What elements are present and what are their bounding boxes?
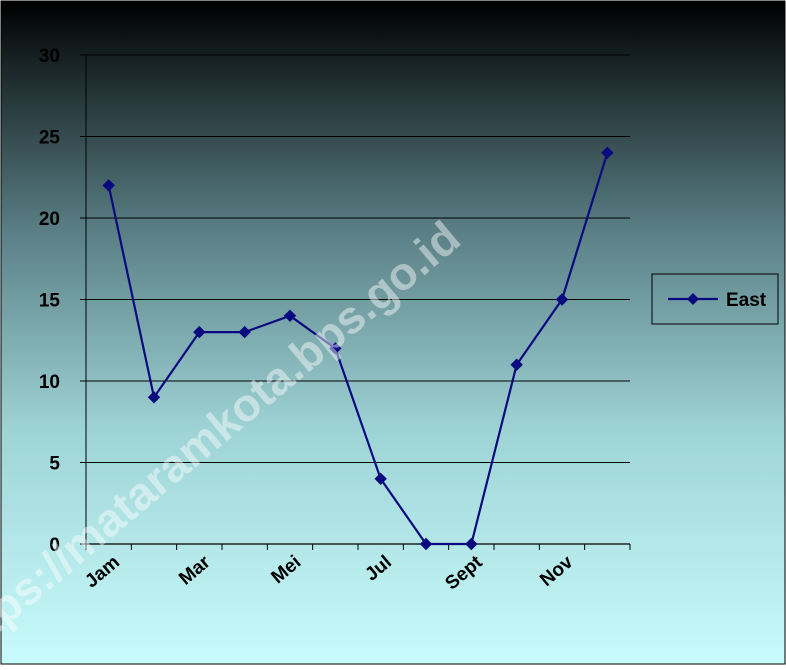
- data-point-mar: [193, 325, 206, 339]
- data-point-jam: [102, 179, 115, 192]
- legend: East: [651, 273, 779, 325]
- data-point-feb: [147, 391, 161, 404]
- data-point-jul: [374, 472, 387, 486]
- axes: [85, 55, 631, 550]
- data-point-des: [601, 146, 614, 160]
- y-tick-label-15: 15: [39, 291, 61, 312]
- data-point-okt: [510, 358, 523, 371]
- gridlines: [80, 54, 630, 545]
- series-line-east: [107, 152, 609, 546]
- legend-label-east: East: [726, 290, 767, 311]
- data-point-nov: [555, 293, 569, 306]
- legend-marker-east: [687, 293, 699, 305]
- data-point-mei: [283, 309, 297, 323]
- data-point-apr: [238, 325, 251, 339]
- legend-box: [651, 273, 779, 325]
- y-tick-label-10: 10: [39, 372, 60, 393]
- y-tick-label-25: 25: [39, 128, 61, 149]
- data-point-sept: [465, 537, 478, 551]
- data-point-jun: [329, 342, 342, 355]
- y-tick-label-20: 20: [39, 209, 60, 230]
- data-point-agu: [419, 537, 433, 551]
- y-tick-label-0: 0: [49, 535, 60, 556]
- y-tick-label-5: 5: [49, 454, 60, 475]
- y-tick-labels: 0 5 10 15 20 25 30: [39, 46, 61, 556]
- series-east: [102, 146, 614, 551]
- y-tick-label-30: 30: [39, 46, 60, 67]
